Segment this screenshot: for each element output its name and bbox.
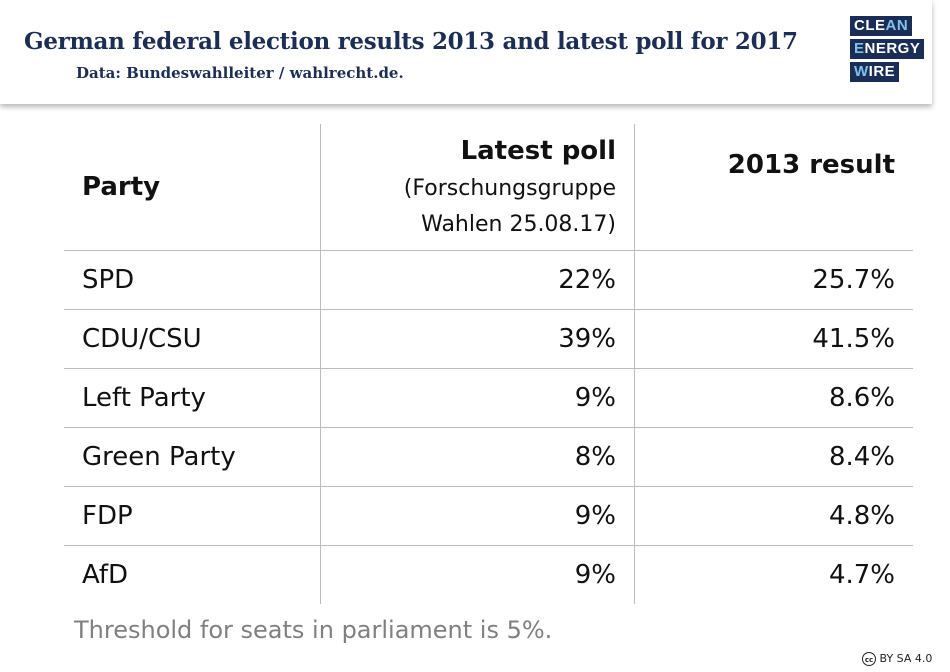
- clean-energy-wire-logo: CLEAN ENERGY WIRE: [850, 16, 925, 85]
- creative-commons-icon: cc: [862, 652, 876, 666]
- party-cell: SPD: [64, 250, 321, 310]
- header-poll-label: Latest poll: [460, 136, 616, 166]
- poll-cell: 9%: [320, 545, 635, 604]
- license-badge: cc BY SA 4.0: [862, 652, 932, 666]
- table-body: SPD 22% 25.7% CDU/CSU 39% 41.5% Left Party 9% 8.…: [64, 250, 913, 604]
- table-row: Left Party 9% 8.6%: [64, 368, 913, 428]
- party-cell: AfD: [64, 545, 321, 604]
- poll-cell: 22%: [320, 250, 635, 310]
- party-cell: Green Party: [64, 427, 321, 487]
- header-2013-result: 2013 result: [634, 124, 913, 251]
- result-cell: 4.7%: [634, 545, 913, 604]
- table-header-row: Party Latest poll (Forschungsgruppe Wahl…: [64, 124, 913, 251]
- license-text: BY SA 4.0: [879, 652, 933, 665]
- result-cell: 8.6%: [634, 368, 913, 428]
- poll-cell: 8%: [320, 427, 635, 487]
- header-poll-source: (Forschungsgruppe Wahlen 25.08.17): [403, 176, 616, 237]
- results-table: Party Latest poll (Forschungsgruppe Wahl…: [64, 124, 913, 604]
- table-row: AfD 9% 4.7%: [64, 545, 913, 604]
- result-cell: 4.8%: [634, 486, 913, 546]
- page-title: German federal election results 2013 and…: [24, 28, 798, 55]
- threshold-footnote: Threshold for seats in parliament is 5%.: [74, 616, 553, 644]
- table-row: CDU/CSU 39% 41.5%: [64, 309, 913, 369]
- logo-line-energy: ENERGY: [850, 39, 925, 59]
- table-row: SPD 22% 25.7%: [64, 250, 913, 310]
- table-row: Green Party 8% 8.4%: [64, 427, 913, 487]
- poll-cell: 9%: [320, 486, 635, 546]
- result-cell: 8.4%: [634, 427, 913, 487]
- poll-cell: 39%: [320, 309, 635, 369]
- logo-line-wire: WIRE: [850, 62, 900, 82]
- party-cell: FDP: [64, 486, 321, 546]
- table-row: FDP 9% 4.8%: [64, 486, 913, 546]
- logo-line-clean: CLEAN: [850, 16, 913, 36]
- header-party: Party: [82, 172, 161, 202]
- header-band: [0, 0, 932, 104]
- result-cell: 41.5%: [634, 309, 913, 369]
- header-latest-poll: Latest poll (Forschungsgruppe Wahlen 25.…: [320, 124, 635, 251]
- result-cell: 25.7%: [634, 250, 913, 310]
- page-subtitle: Data: Bundeswahlleiter / wahlrecht.de.: [76, 64, 404, 82]
- party-cell: Left Party: [64, 368, 321, 428]
- party-cell: CDU/CSU: [64, 309, 321, 369]
- poll-cell: 9%: [320, 368, 635, 428]
